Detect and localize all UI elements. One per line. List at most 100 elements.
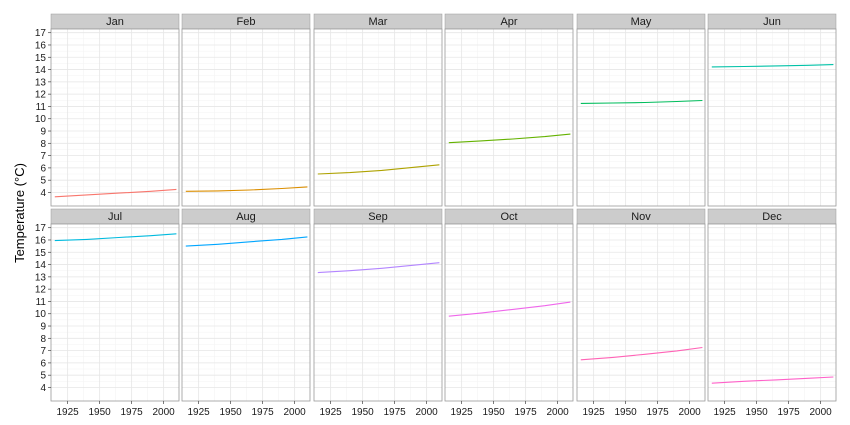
strip-label-apr: Apr	[500, 16, 517, 28]
panel-border-dec	[707, 223, 837, 402]
series-line-jun	[711, 64, 834, 68]
y-tick-label: 9	[40, 322, 46, 333]
y-tick-label: 6	[40, 163, 46, 174]
strip-label-feb: Feb	[237, 16, 256, 28]
x-tick-label: 1950	[483, 407, 506, 418]
strip-label-oct: Oct	[500, 211, 517, 223]
series-line-mar	[317, 164, 440, 175]
panel-border-sep	[313, 223, 443, 402]
y-tick-label: 12	[35, 285, 47, 296]
strip-label-mar: Mar	[369, 16, 388, 28]
panel-border-apr	[444, 28, 574, 207]
strip-label-sep: Sep	[368, 211, 388, 223]
series-line-feb	[185, 186, 308, 192]
panel-background-may	[577, 29, 705, 206]
y-axis-title: Temperature (°C)	[12, 163, 27, 263]
panel-background-apr	[445, 29, 573, 206]
x-tick-label: 1925	[714, 407, 737, 418]
series-line-oct	[448, 301, 571, 317]
panel-border-may	[576, 28, 706, 207]
series-line-aug	[185, 236, 308, 247]
strip-label-jul: Jul	[108, 211, 122, 223]
y-tick-label: 16	[35, 235, 47, 246]
series-line-apr	[448, 133, 571, 144]
strip-label-nov: Nov	[631, 211, 651, 223]
panel-background-dec	[708, 224, 836, 401]
y-tick-label: 10	[35, 114, 47, 125]
panel-background-mar	[314, 29, 442, 206]
y-tick-label: 13	[35, 272, 47, 283]
series-line-dec	[711, 376, 834, 384]
x-tick-label: 2000	[284, 407, 307, 418]
y-tick-label: 11	[36, 102, 47, 113]
panel-background-jan	[51, 29, 179, 206]
y-tick-label: 16	[35, 40, 47, 51]
y-tick-label: 5	[40, 176, 46, 187]
x-tick-label: 1975	[778, 407, 801, 418]
strip-label-jun: Jun	[763, 16, 781, 28]
y-tick-label: 13	[35, 77, 47, 88]
x-tick-label: 1950	[89, 407, 112, 418]
panel-border-feb	[181, 28, 311, 207]
y-tick-label: 17	[35, 28, 47, 39]
y-tick-label: 12	[35, 90, 47, 101]
strip-label-dec: Dec	[762, 211, 782, 223]
series-line-jul	[54, 233, 177, 242]
y-tick-label: 5	[40, 371, 46, 382]
x-tick-label: 1950	[220, 407, 243, 418]
panel-background-feb	[182, 29, 310, 206]
y-tick-label: 4	[40, 188, 46, 199]
y-tick-label: 4	[40, 383, 46, 394]
x-tick-label: 2000	[416, 407, 439, 418]
x-tick-label: 2000	[810, 407, 833, 418]
panel-background-jul	[51, 224, 179, 401]
y-tick-label: 8	[40, 139, 46, 150]
x-tick-label: 2000	[679, 407, 702, 418]
x-tick-label: 1975	[515, 407, 538, 418]
x-tick-label: 1975	[121, 407, 144, 418]
y-tick-label: 15	[35, 53, 47, 64]
panel-border-jul	[50, 223, 180, 402]
panel-border-oct	[444, 223, 574, 402]
x-tick-label: 1925	[57, 407, 80, 418]
x-tick-label: 1950	[352, 407, 375, 418]
x-tick-label: 1925	[451, 407, 474, 418]
y-tick-label: 7	[40, 151, 46, 162]
panel-background-oct	[445, 224, 573, 401]
panel-background-sep	[314, 224, 442, 401]
series-line-may	[580, 99, 703, 104]
y-tick-label: 17	[35, 223, 47, 234]
y-tick-label: 14	[35, 65, 47, 76]
y-tick-label: 6	[40, 358, 46, 369]
x-tick-label: 1925	[320, 407, 343, 418]
y-tick-label: 14	[35, 260, 47, 271]
strip-label-aug: Aug	[236, 211, 256, 223]
x-tick-label: 1925	[188, 407, 211, 418]
panel-background-nov	[577, 224, 705, 401]
panel-border-jan	[50, 28, 180, 207]
x-tick-label: 1975	[647, 407, 670, 418]
y-tick-label: 10	[35, 309, 47, 320]
x-tick-label: 1925	[583, 407, 606, 418]
y-tick-label: 7	[40, 346, 46, 357]
x-tick-label: 1950	[746, 407, 769, 418]
panel-background-aug	[182, 224, 310, 401]
panel-border-nov	[576, 223, 706, 402]
series-line-sep	[317, 262, 440, 274]
x-tick-label: 1975	[252, 407, 275, 418]
y-tick-label: 8	[40, 334, 46, 345]
y-tick-label: 15	[35, 248, 47, 259]
y-tick-label: 11	[36, 297, 47, 308]
y-tick-label: 9	[40, 127, 46, 138]
series-line-nov	[580, 346, 703, 361]
x-tick-label: 2000	[547, 407, 570, 418]
strip-label-jan: Jan	[106, 16, 124, 28]
strip-label-may: May	[631, 16, 652, 28]
x-tick-label: 1975	[384, 407, 407, 418]
panel-border-aug	[181, 223, 311, 402]
panel-border-mar	[313, 28, 443, 207]
x-tick-label: 1950	[615, 407, 638, 418]
panel-background-jun	[708, 29, 836, 206]
x-tick-label: 2000	[153, 407, 176, 418]
